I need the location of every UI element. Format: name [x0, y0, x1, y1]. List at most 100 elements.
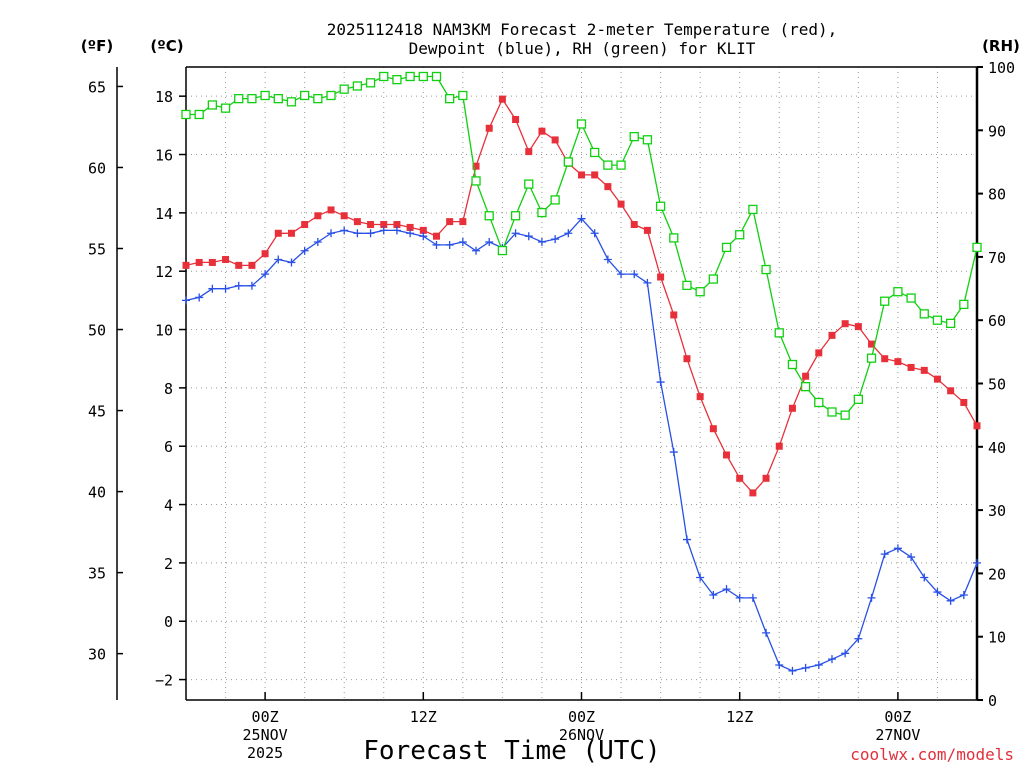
rh-point: [326, 90, 336, 101]
temperature-point: [723, 451, 731, 459]
dewpoint-point: [247, 281, 256, 290]
fahrenheit-tick-label: 55: [88, 241, 106, 259]
rh-point: [563, 157, 573, 167]
rh-point: [853, 394, 863, 404]
celsius-tick-label: 10: [155, 322, 173, 340]
rh-point: [945, 318, 956, 329]
temperature-point: [881, 355, 889, 363]
rh-tick-label: 20: [988, 565, 1006, 583]
celsius-tick-label: 2: [164, 555, 173, 573]
dewpoint-point: [722, 585, 731, 594]
x-tick-label: 12Z: [410, 708, 437, 726]
dewpoint-point: [959, 590, 968, 599]
temperature-point: [868, 340, 876, 348]
temperature-point: [432, 232, 440, 240]
rh-point: [590, 147, 600, 158]
dewpoint-point: [458, 238, 467, 247]
dewpoint-point: [577, 214, 586, 223]
dewpoint-point: [603, 255, 612, 264]
dewpoint-point: [643, 278, 652, 287]
dewpoint-point: [880, 550, 889, 559]
celsius-tick-label: −2: [155, 672, 173, 690]
dewpoint-point: [406, 229, 415, 238]
celsius-tick-label: 0: [164, 613, 173, 631]
temperature-point: [525, 148, 533, 156]
rh-point: [418, 71, 428, 82]
dewpoint-point: [261, 270, 270, 279]
rh-point: [655, 201, 666, 211]
temperature-point: [459, 218, 467, 226]
temperature-point: [973, 422, 981, 430]
rh-point: [721, 242, 732, 253]
fahrenheit-tick-label: 35: [88, 565, 106, 583]
fahrenheit-tick-label: 45: [88, 403, 106, 421]
dewpoint-point: [182, 296, 190, 305]
temperature-point: [947, 387, 955, 395]
dewpoint-point: [854, 634, 863, 643]
fahrenheit-tick-label: 60: [88, 159, 106, 177]
rh-point: [537, 207, 547, 218]
rh-point: [708, 274, 718, 284]
rh-point: [445, 94, 455, 104]
temperature-point: [419, 226, 427, 234]
rh-point: [286, 97, 297, 107]
rh-point: [866, 353, 877, 363]
temperature-point: [235, 261, 243, 269]
x-tick-label: 26NOV: [559, 726, 604, 744]
temperature-point: [736, 474, 744, 482]
rh-point: [735, 230, 745, 240]
rh-point: [550, 195, 560, 205]
fahrenheit-tick-label: 65: [88, 78, 106, 96]
celsius-tick-label: 8: [164, 380, 173, 398]
temperature-point: [802, 372, 810, 380]
temperature-point: [353, 218, 361, 226]
temperature-point: [854, 323, 862, 331]
rh-point: [748, 204, 758, 215]
rh-tick-label: 10: [988, 629, 1006, 647]
temperature-point: [195, 258, 203, 266]
dewpoint-point: [445, 240, 454, 249]
rh-point: [919, 309, 929, 319]
dewpoint-point: [973, 558, 981, 567]
dewpoint-point: [379, 226, 388, 235]
series-dewpoint: [182, 214, 981, 675]
celsius-tick-label: 18: [155, 88, 173, 106]
dewpoint-point: [762, 628, 771, 637]
temperature-point: [894, 358, 902, 366]
chart-title-line-1: 2025112418 NAM3KM Forecast 2-meter Tempe…: [327, 20, 838, 39]
rh-point: [365, 78, 376, 88]
x-tick-label: 00Z: [884, 708, 911, 726]
temperature-point: [327, 206, 335, 214]
dewpoint-point: [709, 590, 718, 599]
x-tick-label: 27NOV: [875, 726, 920, 744]
rh-point: [181, 109, 191, 120]
temperature-point: [762, 474, 770, 482]
temperature-point: [683, 355, 691, 363]
temperature-point: [815, 349, 823, 357]
rh-point: [299, 90, 310, 101]
dewpoint-point: [946, 596, 955, 605]
dewpoint-point: [669, 448, 678, 457]
temperature-point: [314, 212, 322, 220]
temperature-point: [828, 331, 836, 339]
temperature-point: [920, 366, 928, 374]
dewpoint-point: [801, 663, 810, 672]
celsius-unit-label: (ºC): [150, 37, 183, 55]
celsius-tick-label: 4: [164, 497, 173, 515]
x-tick-label: 2025: [247, 744, 283, 762]
dewpoint-point: [893, 544, 902, 553]
rh-point: [405, 71, 415, 82]
dewpoint-point: [234, 281, 243, 290]
temperature-point: [551, 136, 559, 144]
fahrenheit-tick-label: 50: [88, 322, 106, 340]
fahrenheit-unit-label: (ºF): [81, 37, 113, 55]
temperature-point: [788, 404, 796, 412]
credit-text: coolwx.com/models: [850, 745, 1014, 764]
grid-lines: [186, 67, 977, 700]
temperature-point: [393, 221, 401, 229]
dewpoint-point: [524, 232, 533, 241]
dewpoint-point: [788, 666, 797, 675]
rh-point: [339, 84, 349, 94]
rh-point: [313, 94, 323, 104]
